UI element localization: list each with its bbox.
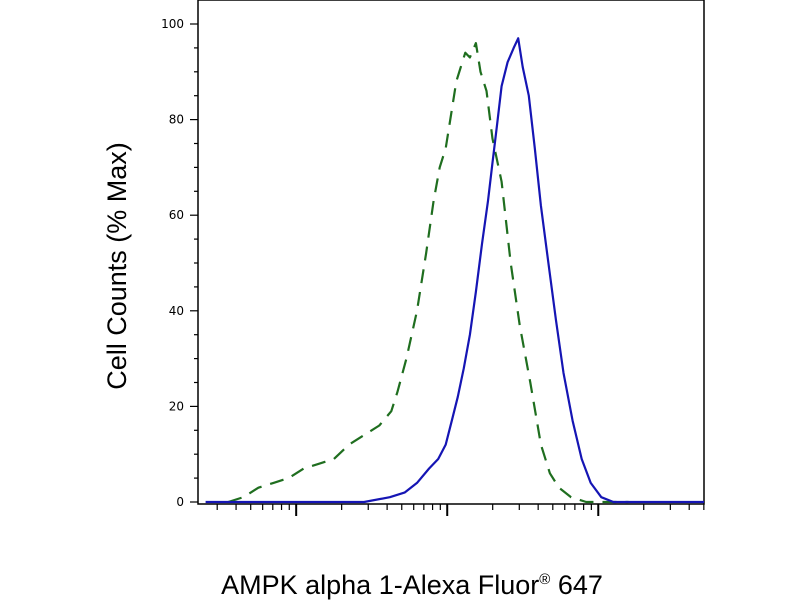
- x-axis-title-suffix: 647: [550, 570, 603, 600]
- y-tick-label: 80: [169, 113, 184, 127]
- y-tick-label: 40: [169, 304, 184, 318]
- y-tick-label: 20: [169, 399, 184, 413]
- dashed-green-histogram: [227, 42, 629, 504]
- x-axis: [216, 504, 705, 516]
- x-axis-title-main: AMPK alpha 1-Alexa Fluor: [221, 570, 539, 600]
- plot-frame: [197, 0, 705, 505]
- y-tick-label: 0: [176, 495, 184, 509]
- y-tick-label: 100: [161, 17, 184, 31]
- y-axis-title: Cell Counts (% Max): [102, 142, 132, 390]
- series-group: [205, 37, 704, 504]
- solid-blue-histogram: [205, 37, 704, 504]
- y-axis: 0 20 40 60 80 100: [161, 17, 198, 509]
- x-axis-title-registered-mark: ®: [539, 571, 550, 588]
- y-tick-label: 60: [169, 208, 184, 222]
- x-axis-title: AMPK alpha 1-Alexa Fluor® 647: [221, 570, 603, 600]
